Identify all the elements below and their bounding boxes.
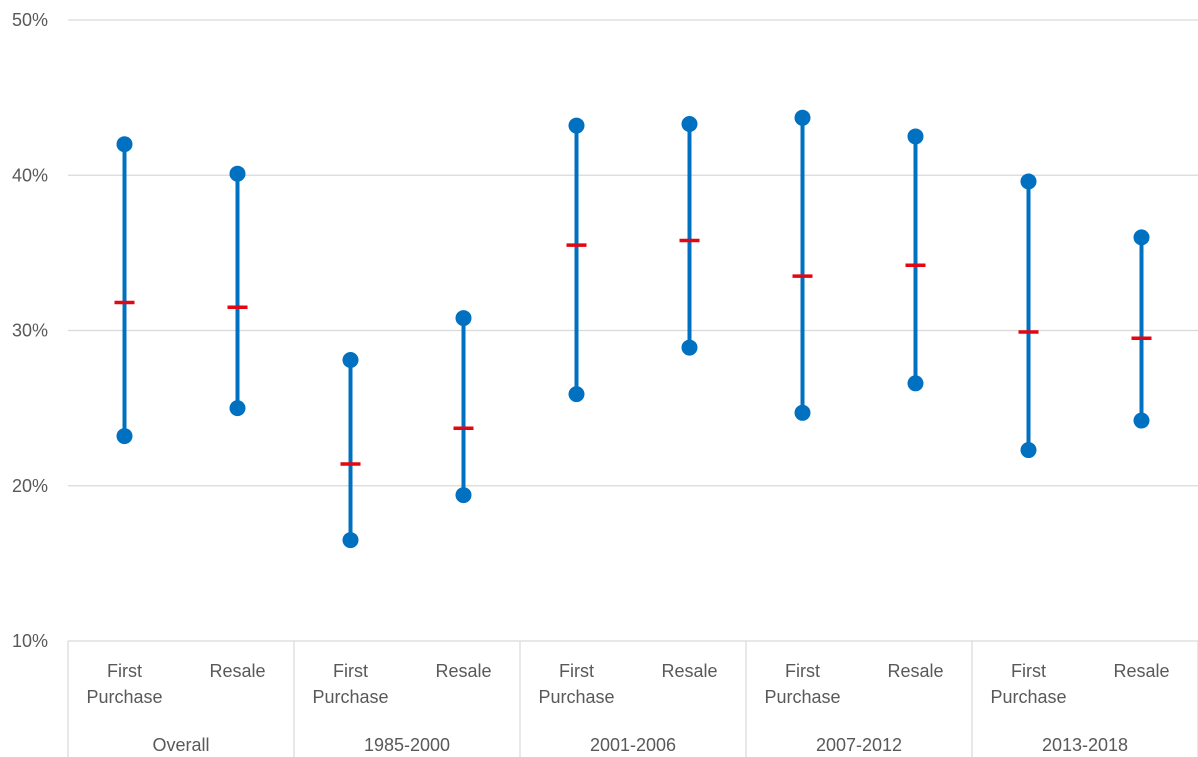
category-label: Resale: [435, 661, 491, 681]
low-point: [1020, 442, 1037, 459]
y-axis-tick-labels: 10% 20% 30% 40% 50%: [12, 10, 48, 651]
group-label: 2001-2006: [590, 735, 676, 755]
category-label: Resale: [661, 661, 717, 681]
y-tick-label: 50%: [12, 10, 48, 30]
low-point: [455, 487, 472, 504]
category-label: Purchase: [86, 687, 162, 707]
high-point: [1020, 173, 1037, 190]
low-point: [568, 386, 585, 403]
high-point: [229, 165, 246, 182]
low-point: [907, 375, 924, 392]
category-label: First: [107, 661, 142, 681]
category-axis: Overall First Purchase Resale 1985-2000 First…: [67, 640, 1198, 757]
y-tick-label: 30%: [12, 321, 48, 341]
high-point: [116, 136, 133, 153]
y-tick-label: 10%: [12, 631, 48, 651]
low-point: [681, 339, 698, 356]
high-point: [568, 117, 585, 134]
y-tick-label: 40%: [12, 165, 48, 185]
group-label: 1985-2000: [364, 735, 450, 755]
low-point: [794, 404, 811, 421]
low-point: [116, 428, 133, 445]
gridlines: [68, 19, 1198, 487]
category-label: First: [333, 661, 368, 681]
category-label: Purchase: [764, 687, 840, 707]
low-point: [229, 400, 246, 417]
category-label: Purchase: [538, 687, 614, 707]
high-point: [907, 128, 924, 145]
high-point: [794, 109, 811, 126]
high-point: [681, 116, 698, 133]
group-label: 2013-2018: [1042, 735, 1128, 755]
y-tick-label: 20%: [12, 476, 48, 496]
high-point: [1133, 229, 1150, 246]
low-point: [1133, 412, 1150, 429]
series-marks: [114, 109, 1152, 549]
category-label: Purchase: [312, 687, 388, 707]
low-point: [342, 532, 359, 549]
category-label: First: [559, 661, 594, 681]
category-label: First: [785, 661, 820, 681]
category-label: Resale: [1113, 661, 1169, 681]
high-point: [455, 310, 472, 327]
category-label: Resale: [209, 661, 265, 681]
category-label: Purchase: [990, 687, 1066, 707]
category-label: Resale: [887, 661, 943, 681]
category-label: First: [1011, 661, 1046, 681]
group-label: 2007-2012: [816, 735, 902, 755]
group-label: Overall: [152, 735, 209, 755]
high-point: [342, 351, 359, 368]
